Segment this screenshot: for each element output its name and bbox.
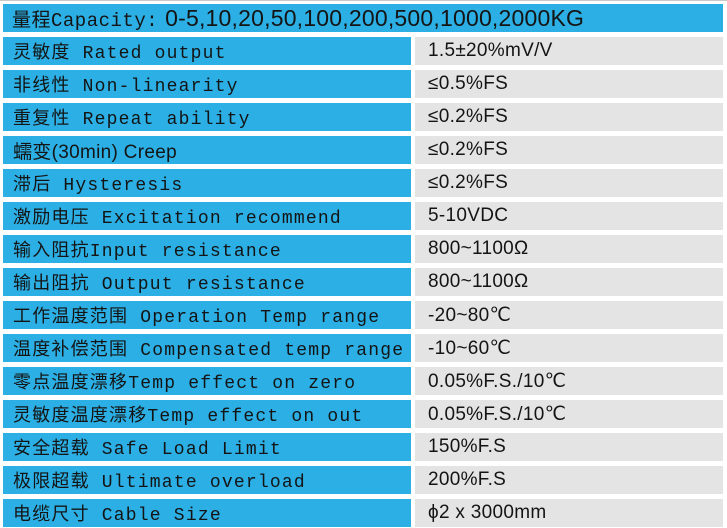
row-label: 工作温度范围 Operation Temp range [3, 301, 411, 329]
row-value: 150%F.S [415, 433, 723, 461]
row-label: 重复性 Repeat ability [3, 103, 411, 131]
row-value: -10~60℃ [415, 334, 723, 362]
table-row: 非线性 Non-linearity ≤0.5%FS [3, 70, 723, 98]
row-value: ≤0.5%FS [415, 70, 723, 98]
row-label: 零点温度漂移Temp effect on zero [3, 367, 411, 395]
row-value: ≤0.2%FS [415, 103, 723, 131]
table-row: 输入阻抗Input resistance 800~1100Ω [3, 235, 723, 263]
table-row: 灵敏度温度漂移Temp effect on out 0.05%F.S./10℃ [3, 400, 723, 428]
table-header-row: 量程Capacity: 0-5,10,20,50,100,200,500,100… [3, 4, 723, 32]
row-value: -20~80℃ [415, 301, 723, 329]
table-row: 电缆尺寸 Cable Size ϕ2 x 3000mm [3, 499, 723, 527]
row-label: 安全超载 Safe Load Limit [3, 433, 411, 461]
row-value: ≤0.2%FS [415, 136, 723, 164]
row-label: 激励电压 Excitation recommend [3, 202, 411, 230]
row-label: 灵敏度温度漂移Temp effect on out [3, 400, 411, 428]
row-value: ϕ2 x 3000mm [415, 499, 723, 527]
row-label: 滞后 Hysteresis [3, 169, 411, 197]
table-row: 灵敏度 Rated output 1.5±20%mV/V [3, 37, 723, 65]
row-label: 灵敏度 Rated output [3, 37, 411, 65]
row-label: 温度补偿范围 Compensated temp range [3, 334, 411, 362]
table-row: 蠕变(30min) Creep ≤0.2%FS [3, 136, 723, 164]
table-row: 工作温度范围 Operation Temp range -20~80℃ [3, 301, 723, 329]
table-row: 滞后 Hysteresis ≤0.2%FS [3, 169, 723, 197]
table-row: 零点温度漂移Temp effect on zero 0.05%F.S./10℃ [3, 367, 723, 395]
table-row: 极限超载 Ultimate overload 200%F.S [3, 466, 723, 494]
header-title: 量程Capacity: [12, 9, 159, 32]
table-row: 输出阻抗 Output resistance 800~1100Ω [3, 268, 723, 296]
table-row: 安全超载 Safe Load Limit 150%F.S [3, 433, 723, 461]
row-value: 0.05%F.S./10℃ [415, 367, 723, 395]
table-row: 激励电压 Excitation recommend 5-10VDC [3, 202, 723, 230]
row-label: 电缆尺寸 Cable Size [3, 499, 411, 527]
row-value: 800~1100Ω [415, 268, 723, 296]
row-label: 输入阻抗Input resistance [3, 235, 411, 263]
table-row: 温度补偿范围 Compensated temp range -10~60℃ [3, 334, 723, 362]
row-label: 极限超载 Ultimate overload [3, 466, 411, 494]
row-value: 5-10VDC [415, 202, 723, 230]
row-label: 非线性 Non-linearity [3, 70, 411, 98]
row-value: 200%F.S [415, 466, 723, 494]
row-label: 输出阻抗 Output resistance [3, 268, 411, 296]
table-row: 重复性 Repeat ability ≤0.2%FS [3, 103, 723, 131]
row-value: 1.5±20%mV/V [415, 37, 723, 65]
row-label: 蠕变(30min) Creep [3, 136, 411, 164]
header-capacity-values: 0-5,10,20,50,100,200,500,1000,2000KG [165, 4, 585, 31]
row-value: ≤0.2%FS [415, 169, 723, 197]
row-value: 0.05%F.S./10℃ [415, 400, 723, 428]
row-value: 800~1100Ω [415, 235, 723, 263]
